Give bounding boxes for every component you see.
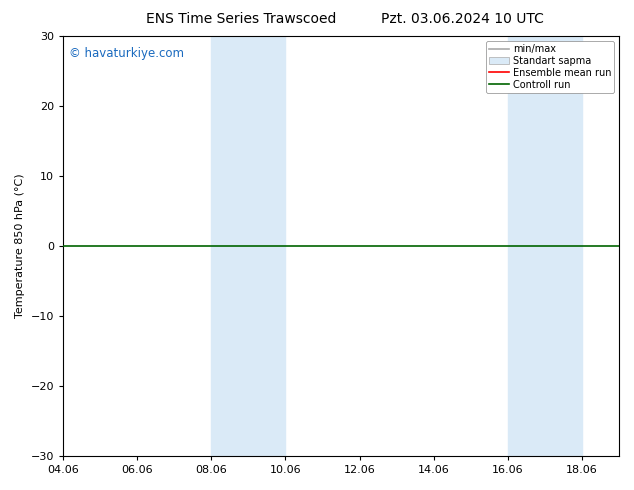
Text: ENS Time Series Trawscoed: ENS Time Series Trawscoed — [146, 12, 336, 26]
Bar — [211, 36, 285, 456]
Text: © havaturkiye.com: © havaturkiye.com — [68, 47, 184, 60]
Y-axis label: Temperature 850 hPa (°C): Temperature 850 hPa (°C) — [15, 174, 25, 318]
Bar — [508, 36, 582, 456]
Legend: min/max, Standart sapma, Ensemble mean run, Controll run: min/max, Standart sapma, Ensemble mean r… — [486, 41, 614, 93]
Text: Pzt. 03.06.2024 10 UTC: Pzt. 03.06.2024 10 UTC — [382, 12, 544, 26]
